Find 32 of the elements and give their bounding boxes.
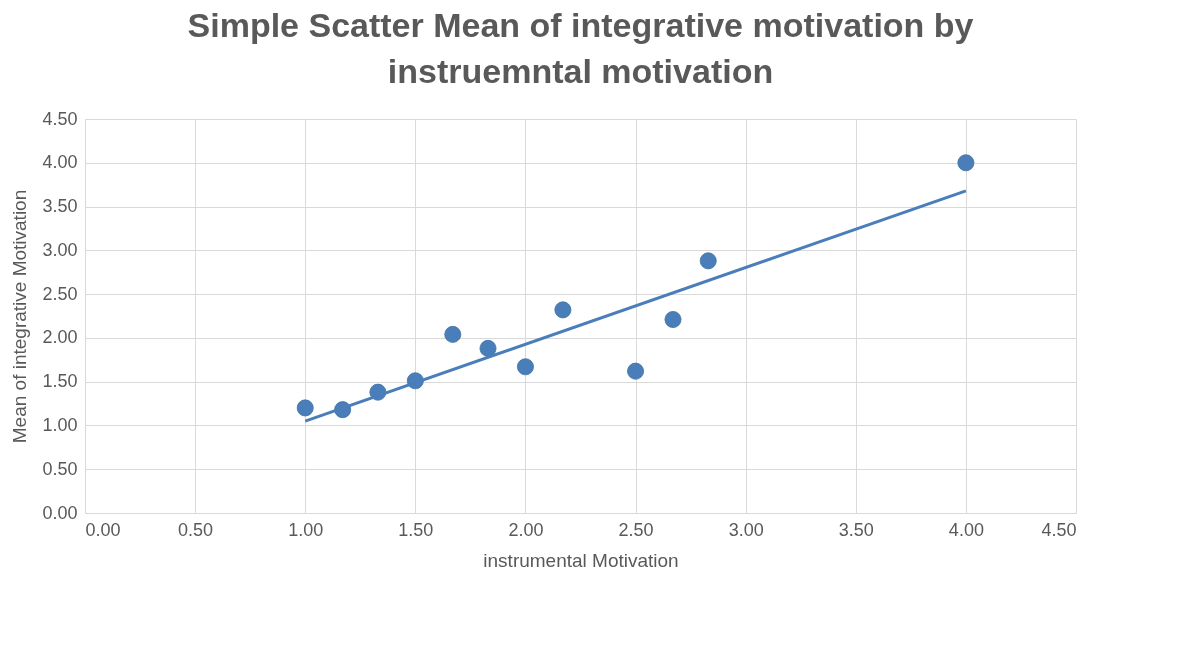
y-tick-label: 2.50 bbox=[42, 283, 78, 304]
point bbox=[957, 154, 975, 172]
chart-title: Simple Scatter Mean of integrative motivation by instruemntal motivation bbox=[187, 6, 974, 90]
point bbox=[444, 325, 462, 343]
point bbox=[554, 301, 572, 319]
y-tick-label: 1.50 bbox=[42, 371, 78, 392]
y-tick-label: 2.00 bbox=[42, 327, 78, 348]
point bbox=[699, 252, 717, 270]
x-tick-label: 0.50 bbox=[178, 519, 214, 540]
point bbox=[479, 339, 497, 357]
y-tick-label: 3.50 bbox=[42, 196, 78, 217]
x-tick-label: 3.00 bbox=[728, 519, 764, 540]
x-tick-label: 4.00 bbox=[948, 519, 984, 540]
point bbox=[516, 358, 534, 376]
x-axis-title: instrumental Motivation bbox=[483, 549, 679, 571]
y-tick-label: 4.50 bbox=[42, 108, 78, 129]
x-tick-label: 4.50 bbox=[1041, 519, 1077, 540]
x-tick-label: 2.00 bbox=[508, 519, 544, 540]
x-tick-label: 1.50 bbox=[398, 519, 434, 540]
y-tick-label: 0.00 bbox=[42, 502, 78, 523]
y-axis-title: Mean of integrative Motivation bbox=[9, 189, 31, 444]
y-tick-label: 0.50 bbox=[42, 458, 78, 479]
y-tick-label: 1.00 bbox=[42, 414, 78, 435]
y-tick-label: 3.00 bbox=[42, 239, 78, 260]
x-tick-label: 2.50 bbox=[618, 519, 654, 540]
point bbox=[296, 399, 314, 417]
y-tick-label: 4.00 bbox=[42, 152, 78, 173]
point bbox=[627, 362, 645, 380]
x-tick-label: 3.50 bbox=[838, 519, 874, 540]
x-tick-label: 1.00 bbox=[288, 519, 324, 540]
x-tick-label: 0.00 bbox=[85, 519, 121, 540]
point bbox=[664, 311, 682, 328]
